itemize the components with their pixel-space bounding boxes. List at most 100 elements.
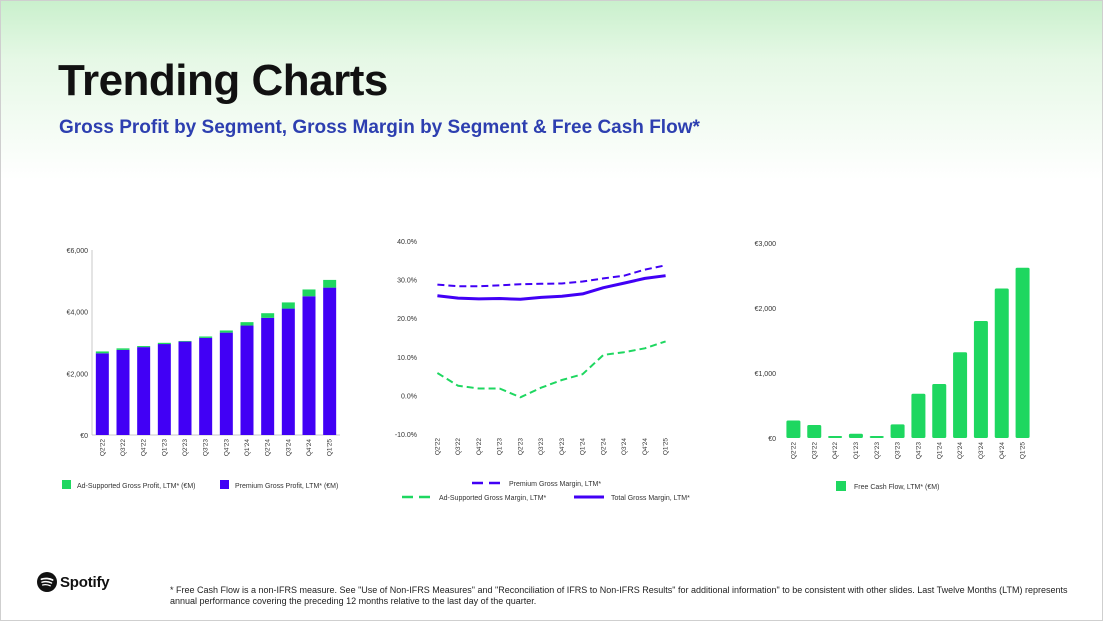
bar-fcf-q2-22	[786, 420, 801, 438]
x-tick-label: Q3'23	[895, 442, 902, 460]
bar-ad-supported-gross-profit-ltm-m-q1-25	[323, 279, 337, 288]
bar-ad-supported-gross-profit-ltm-m-q2-24	[261, 313, 275, 318]
bar-ad-supported-gross-profit-ltm-m-q4-24	[302, 289, 316, 297]
bar-fcf-q4-23	[911, 393, 926, 438]
legend-label: Total Gross Margin, LTM*	[611, 495, 690, 502]
x-tick-label: Q4'23	[223, 439, 230, 457]
x-tick-label: Q2'22	[434, 438, 441, 456]
x-tick-label: Q1'25	[1020, 442, 1027, 460]
bar-ad-supported-gross-profit-ltm-m-q2-22	[95, 351, 109, 354]
y-tick-label: 20.0%	[397, 316, 417, 323]
gross-margin-chart: -10.0% 0.0% 10.0% 20.0% 30.0% 40.0% Q2'22 Q3'22…	[395, 239, 690, 502]
x-tick-label: Q2'24	[265, 439, 272, 457]
page-subtitle: Gross Profit by Segment, Gross Margin by…	[59, 117, 700, 138]
y-tick-label: -10.0%	[395, 432, 417, 439]
bar-premium-gross-profit-ltm-m-q4-22	[137, 347, 151, 435]
bar-premium-gross-profit-ltm-m-q2-24	[261, 317, 275, 435]
footnote: * Free Cash Flow is a non-IFRS measure. …	[170, 585, 1068, 606]
x-tick-label: Q3'23	[203, 439, 210, 457]
y-tick-label: 10.0%	[397, 355, 417, 362]
bar-fcf-q3-23	[890, 424, 905, 438]
bar-premium-gross-profit-ltm-m-q2-23	[178, 341, 192, 435]
gross-profit-chart: €0 €2,000 €4,000 €6,000 Q2'22 Q3'22 Q4'22 Q1'23…	[62, 248, 340, 490]
brand-name: Spotify	[60, 573, 110, 591]
x-tick-label: Q2'24	[600, 438, 607, 456]
bar-ad-supported-gross-profit-ltm-m-q1-24	[240, 322, 254, 326]
x-tick-label: Q3'22	[455, 438, 462, 456]
x-tick-label: Q3'22	[120, 439, 127, 457]
x-tick-label: Q1'24	[936, 442, 943, 460]
bar-premium-gross-profit-ltm-m-q1-23	[157, 344, 171, 435]
y-tick-label: €2,000	[755, 306, 777, 313]
x-tick-label: Q3'23	[538, 438, 545, 456]
x-tick-label: Q3'22	[811, 442, 818, 460]
bar-fcf-q3-22	[807, 425, 822, 438]
x-tick-label: Q4'22	[832, 442, 839, 460]
x-tick-label: Q1'24	[244, 439, 251, 457]
x-tick-label: Q4'23	[559, 438, 566, 456]
bar-ad-supported-gross-profit-ltm-m-q4-23	[219, 330, 233, 333]
x-tick-label: Q3'24	[285, 439, 292, 457]
x-tick-label: Q4'24	[999, 442, 1006, 460]
y-tick-label: 0.0%	[401, 393, 417, 400]
bar-ad-supported-gross-profit-ltm-m-q3-23	[199, 336, 213, 338]
legend-label: Ad-Supported Gross Profit, LTM* (€M)	[77, 483, 196, 490]
legend-label: Free Cash Flow, LTM* (€M)	[854, 484, 939, 491]
x-tick-label: Q4'23	[915, 442, 922, 460]
free-cash-flow-chart: €0 €1,000 €2,000 €3,000 Q2'22 Q3'22 Q4'22 Q1'23…	[755, 241, 1030, 491]
x-tick-label: Q1'23	[497, 438, 504, 456]
bar-ad-supported-gross-profit-ltm-m-q2-23	[178, 340, 192, 342]
x-tick-label: Q4'22	[141, 439, 148, 457]
bar-ad-supported-gross-profit-ltm-m-q1-23	[157, 342, 171, 345]
y-tick-label: €2,000	[67, 371, 89, 378]
x-tick-label: Q3'24	[621, 438, 628, 456]
spotify-logo-icon	[37, 572, 57, 592]
bar-ad-supported-gross-profit-ltm-m-q4-22	[137, 346, 151, 348]
x-tick-label: Q1'25	[327, 439, 334, 457]
x-tick-label: Q4'24	[306, 439, 313, 457]
x-tick-label: Q3'24	[978, 442, 985, 460]
y-tick-label: 30.0%	[397, 278, 417, 285]
bar-fcf-q1-23	[848, 433, 863, 438]
page-title: Trending Charts	[58, 56, 388, 105]
x-tick-label: Q4'22	[476, 438, 483, 456]
bar-premium-gross-profit-ltm-m-q3-23	[199, 337, 213, 435]
line-ad-supported-gross-margin-ltm	[436, 340, 666, 399]
x-tick-label: Q1'23	[161, 439, 168, 457]
legend-label: Ad-Supported Gross Margin, LTM*	[439, 495, 547, 502]
x-tick-label: Q2'22	[790, 442, 797, 460]
x-tick-label: Q2'24	[957, 442, 964, 460]
bar-premium-gross-profit-ltm-m-q1-24	[240, 325, 254, 435]
y-tick-label: 40.0%	[397, 239, 417, 246]
line-premium-gross-margin-ltm	[437, 264, 666, 288]
bar-ad-supported-gross-profit-ltm-m-q3-24	[281, 302, 295, 309]
x-tick-label: Q2'23	[517, 438, 524, 456]
bar-premium-gross-profit-ltm-m-q3-22	[116, 349, 130, 435]
x-tick-label: Q2'23	[874, 442, 881, 460]
bar-ad-supported-gross-profit-ltm-m-q3-22	[116, 348, 130, 350]
y-tick-label: €0	[80, 433, 88, 440]
spotify-logo: Spotify	[37, 572, 110, 592]
bar-fcf-q4-22	[828, 436, 843, 438]
bar-premium-gross-profit-ltm-m-q3-24	[281, 308, 295, 435]
legend-swatch	[62, 480, 71, 489]
legend-label: Premium Gross Profit, LTM* (€M)	[235, 483, 338, 490]
y-tick-label: €0	[768, 436, 776, 443]
y-tick-label: €1,000	[755, 371, 777, 378]
x-tick-label: Q4'24	[642, 438, 649, 456]
bar-premium-gross-profit-ltm-m-q4-23	[219, 332, 233, 435]
bar-premium-gross-profit-ltm-m-q2-22	[95, 353, 109, 435]
bar-fcf-q1-25	[1015, 267, 1030, 438]
bar-fcf-q2-23	[869, 436, 884, 438]
y-tick-label: €3,000	[755, 241, 777, 248]
bar-fcf-q1-24	[932, 384, 947, 438]
legend-swatch	[836, 481, 846, 491]
legend-swatch	[220, 480, 229, 489]
x-tick-label: Q1'24	[580, 438, 587, 456]
bar-premium-gross-profit-ltm-m-q1-25	[323, 287, 337, 435]
x-tick-label: Q1'25	[663, 438, 670, 456]
bar-fcf-q4-24	[994, 288, 1009, 438]
bar-fcf-q3-24	[973, 321, 988, 438]
x-tick-label: Q1'23	[853, 442, 860, 460]
x-tick-label: Q2'22	[99, 439, 106, 457]
